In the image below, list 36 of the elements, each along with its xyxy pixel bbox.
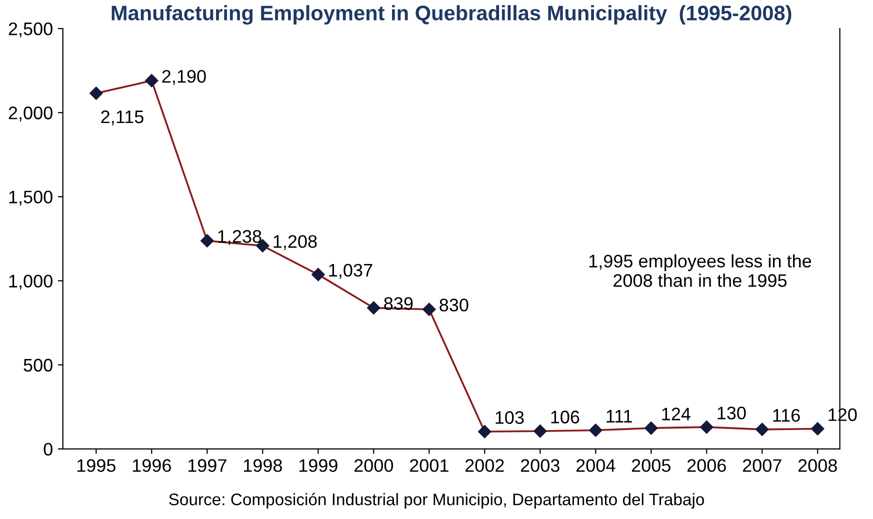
x-tick-label: 1995 — [77, 459, 116, 472]
data-label: 2,190 — [162, 70, 206, 85]
x-tick-label: 2003 — [520, 459, 560, 472]
x-tick-label: 2008 — [798, 459, 837, 472]
x-tick-label: 1996 — [132, 459, 171, 472]
x-tick-label: 2006 — [687, 459, 726, 472]
x-tick-label: 1998 — [244, 459, 282, 472]
y-tick-label: 2,500 — [8, 22, 52, 38]
chart-title: Manufacturing Employment in Quebradillas Municipality (1995-2008) — [112, 5, 792, 25]
data-label: 1,208 — [274, 235, 317, 250]
data-label: 116 — [773, 408, 800, 422]
y-tick-label: 500 — [24, 358, 52, 372]
x-tick-label: 2002 — [465, 459, 504, 472]
annotation: 1,995 employees less in the 2008 than in the 1995 — [589, 254, 812, 287]
data-label: 106 — [551, 410, 580, 424]
x-tick-label: 2007 — [742, 459, 782, 472]
data-label: 103 — [496, 411, 524, 424]
y-tick-label: 1,000 — [9, 274, 52, 290]
source-note: Source: Composición Industrial por Municipio, Departamento del Trabajo — [169, 492, 704, 509]
data-label: 839 — [384, 297, 413, 310]
x-tick-label: 2004 — [576, 459, 616, 472]
data-label: 2,115 — [101, 110, 144, 126]
data-label: 1,238 — [218, 230, 262, 245]
data-label: 830 — [440, 298, 468, 312]
y-tick-label: 1,500 — [9, 190, 52, 206]
data-label: 111 — [606, 410, 632, 422]
data-label: 130 — [718, 406, 746, 420]
x-tick-label: 2001 — [410, 459, 448, 472]
x-tick-label: 1999 — [299, 459, 338, 472]
data-label: 124 — [662, 408, 690, 420]
y-tick-label: 2,000 — [8, 106, 52, 122]
x-tick-label: 2000 — [354, 459, 394, 472]
x-tick-label: 2005 — [632, 459, 670, 472]
x-tick-label: 1997 — [188, 459, 226, 472]
y-tick-label: 0 — [44, 442, 52, 456]
data-label: 1,037 — [329, 264, 372, 279]
